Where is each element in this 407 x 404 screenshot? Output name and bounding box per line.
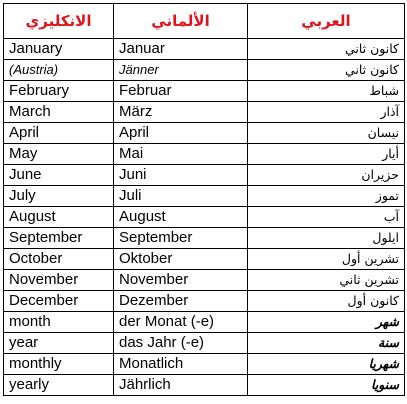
english-cell: year (3, 332, 114, 354)
english-cell: monthly (3, 353, 114, 375)
arabic-cell: شباط (247, 80, 405, 102)
arabic-cell: شهريا (247, 353, 405, 375)
arabic-cell: كانون ثاني (247, 59, 405, 81)
table-row: yearly Jährlich سنويا (3, 374, 405, 396)
german-cell: Monatlich (113, 353, 248, 375)
header-arabic: العربي (247, 3, 405, 39)
arabic-cell: آب (247, 206, 405, 228)
header-german: الألماني (113, 3, 248, 39)
english-cell: April (3, 122, 114, 144)
table-row: October Oktober تشرين أول (3, 248, 405, 270)
german-cell: Februar (113, 80, 248, 102)
german-cell: September (113, 227, 248, 249)
german-cell: der Monat (-e) (113, 311, 248, 333)
english-cell: September (3, 227, 114, 249)
table-row: September September ايلول (3, 227, 405, 249)
english-cell: February (3, 80, 114, 102)
english-cell: October (3, 248, 114, 270)
english-cell: July (3, 185, 114, 207)
german-cell: Mai (113, 143, 248, 165)
table-row: March März آذار (3, 101, 405, 123)
table-row: (Austria) Jänner كانون ثاني (3, 59, 405, 81)
english-cell: August (3, 206, 114, 228)
english-cell: January (3, 38, 114, 60)
english-cell: yearly (3, 374, 114, 396)
month-vocabulary-table-container: الانكليزي الألماني العربي January Januar… (3, 3, 405, 396)
table-row: year das Jahr (-e) سنة (3, 332, 405, 354)
german-cell: Juli (113, 185, 248, 207)
table-row: month der Monat (-e) شهر (3, 311, 405, 333)
table-row: June Juni حزيران (3, 164, 405, 186)
german-cell: Januar (113, 38, 248, 60)
german-cell: August (113, 206, 248, 228)
german-cell: April (113, 122, 248, 144)
arabic-cell: آذار (247, 101, 405, 123)
header-english: الانكليزي (3, 3, 114, 39)
german-cell: Jänner (113, 59, 248, 81)
german-cell: das Jahr (-e) (113, 332, 248, 354)
table-row: July Juli تموز (3, 185, 405, 207)
table-row: December Dezember كانون أول (3, 290, 405, 312)
header-row: الانكليزي الألماني العربي (3, 3, 405, 39)
month-vocabulary-table: الانكليزي الألماني العربي January Januar… (3, 3, 405, 396)
german-cell: November (113, 269, 248, 291)
german-cell: Juni (113, 164, 248, 186)
english-cell: June (3, 164, 114, 186)
table-row: August August آب (3, 206, 405, 228)
table-row: April April نيسان (3, 122, 405, 144)
table-row: February Februar شباط (3, 80, 405, 102)
english-cell: (Austria) (3, 59, 114, 81)
arabic-cell: أيار (247, 143, 405, 165)
arabic-cell: كانون ثاني (247, 38, 405, 60)
table-row: January Januar كانون ثاني (3, 38, 405, 60)
english-cell: month (3, 311, 114, 333)
arabic-cell: ايلول (247, 227, 405, 249)
arabic-cell: نيسان (247, 122, 405, 144)
arabic-cell: تموز (247, 185, 405, 207)
english-cell: November (3, 269, 114, 291)
arabic-cell: سنة (247, 332, 405, 354)
arabic-cell: سنويا (247, 374, 405, 396)
german-cell: Jährlich (113, 374, 248, 396)
arabic-cell: تشرين ثاني (247, 269, 405, 291)
table-row: November November تشرين ثاني (3, 269, 405, 291)
english-cell: December (3, 290, 114, 312)
english-cell: March (3, 101, 114, 123)
german-cell: Dezember (113, 290, 248, 312)
arabic-cell: شهر (247, 311, 405, 333)
german-cell: März (113, 101, 248, 123)
english-cell: May (3, 143, 114, 165)
arabic-cell: كانون أول (247, 290, 405, 312)
table-row: monthly Monatlich شهريا (3, 353, 405, 375)
arabic-cell: حزيران (247, 164, 405, 186)
table-row: May Mai أيار (3, 143, 405, 165)
german-cell: Oktober (113, 248, 248, 270)
arabic-cell: تشرين أول (247, 248, 405, 270)
